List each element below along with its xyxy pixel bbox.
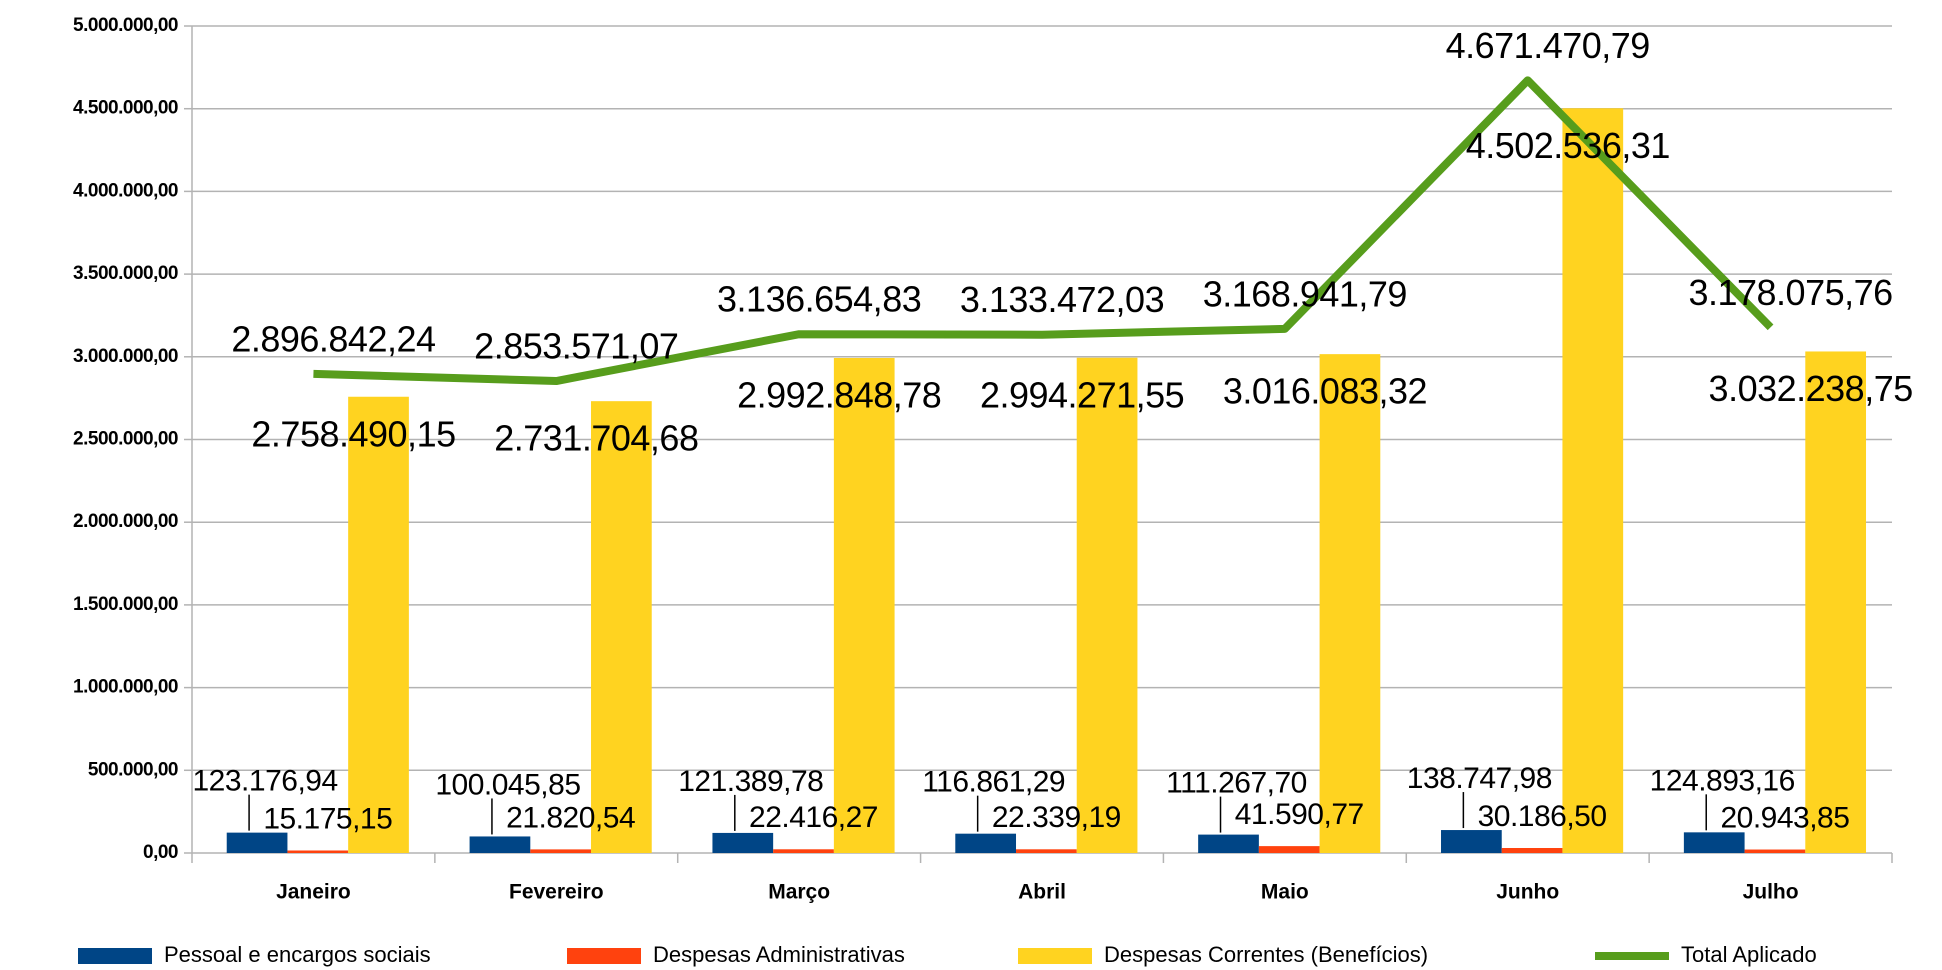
data-label: 100.045,85	[435, 768, 580, 801]
y-tick-label: 5.000.000,00	[73, 15, 178, 36]
data-label: 121.389,78	[678, 765, 823, 798]
y-tick-label: 2.500.000,00	[73, 429, 178, 450]
data-label: 3.178.075,76	[1688, 272, 1892, 313]
bar	[1441, 830, 1502, 853]
data-label: 15.175,15	[263, 802, 392, 835]
bar	[773, 849, 834, 853]
legend-swatch	[1018, 948, 1092, 964]
data-label: 41.590,77	[1235, 798, 1364, 831]
bar	[348, 396, 409, 853]
y-tick-label: 3.500.000,00	[73, 263, 178, 284]
line	[313, 76, 1774, 386]
y-tick-label: 0,00	[143, 842, 178, 863]
data-label: 3.032.238,75	[1709, 368, 1913, 409]
bar	[833, 357, 895, 853]
data-label: 2.758.490,15	[251, 413, 455, 454]
data-label: 3.133.472,03	[960, 279, 1164, 320]
bar	[1683, 832, 1745, 853]
x-tick-label: Junho	[1496, 881, 1559, 904]
x-tick-label: Abril	[1018, 881, 1066, 904]
legend-swatch	[78, 948, 152, 964]
y-tick-label: 500.000,00	[88, 759, 178, 780]
x-tick-label: Fevereiro	[509, 881, 604, 904]
bar	[1076, 357, 1138, 853]
bar	[530, 849, 592, 853]
legend-label: Despesas Administrativas	[653, 942, 905, 967]
x-tick-label: Maio	[1261, 881, 1309, 904]
y-tick-label: 4.000.000,00	[73, 180, 178, 201]
bar	[287, 850, 349, 853]
bar	[1198, 834, 1259, 853]
bar	[1016, 849, 1077, 853]
data-label: 3.016.083,32	[1223, 371, 1427, 412]
legend-label: Pessoal e encargos sociais	[164, 942, 431, 967]
x-tick-label: Julho	[1743, 881, 1799, 904]
data-label: 124.893,16	[1650, 764, 1795, 797]
bar	[1744, 849, 1806, 853]
data-label: 123.176,94	[193, 765, 338, 798]
bar	[1319, 354, 1381, 853]
y-tick-label: 1.500.000,00	[73, 594, 178, 615]
data-label: 111.267,70	[1166, 767, 1307, 800]
data-label: 22.339,19	[992, 801, 1121, 834]
bar	[226, 832, 288, 853]
data-label: 116.861,29	[922, 766, 1065, 799]
x-tick-label: Março	[768, 881, 830, 904]
x-tick-label: Janeiro	[276, 881, 351, 904]
bar	[1805, 351, 1867, 853]
data-label: 20.943,85	[1720, 801, 1849, 834]
data-label: 4.671.470,79	[1446, 25, 1650, 66]
data-label: 2.896.842,24	[231, 318, 435, 359]
y-tick-label: 4.500.000,00	[73, 98, 178, 119]
y-tick-label: 1.000.000,00	[73, 677, 178, 698]
legend-swatch	[567, 948, 641, 964]
bar	[1501, 848, 1563, 853]
y-tick-label: 3.000.000,00	[73, 346, 178, 367]
y-tick-label: 2.000.000,00	[73, 511, 178, 532]
data-label: 3.168.941,79	[1203, 273, 1407, 314]
bar	[1562, 108, 1624, 853]
legend-label: Despesas Correntes (Benefícios)	[1104, 942, 1428, 967]
data-label: 2.853.571,07	[474, 326, 678, 367]
data-label: 2.992.848,78	[737, 374, 941, 415]
data-label: 30.186,50	[1478, 800, 1607, 833]
bar	[712, 832, 774, 853]
bar	[591, 401, 652, 853]
data-label: 22.416,27	[749, 801, 878, 834]
data-label: 2.731.704,68	[494, 418, 698, 459]
data-label: 138.747,98	[1407, 762, 1552, 795]
bar	[1258, 846, 1320, 853]
data-label: 21.820,54	[506, 801, 635, 834]
data-label: 4.502.536,31	[1466, 125, 1670, 166]
bar	[955, 833, 1017, 853]
data-label: 2.994.271,55	[980, 374, 1184, 415]
bar	[469, 836, 531, 853]
data-label: 3.136.654,83	[717, 279, 921, 320]
legend-label: Total Aplicado	[1681, 942, 1817, 967]
